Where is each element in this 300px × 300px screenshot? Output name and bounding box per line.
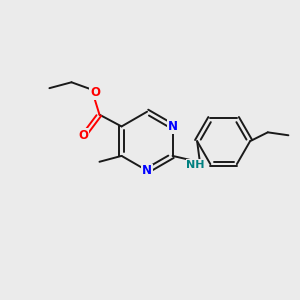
Text: NH: NH [186, 160, 205, 170]
Text: N: N [142, 164, 152, 177]
Text: O: O [79, 129, 89, 142]
Text: N: N [168, 120, 178, 133]
Text: O: O [90, 86, 100, 99]
